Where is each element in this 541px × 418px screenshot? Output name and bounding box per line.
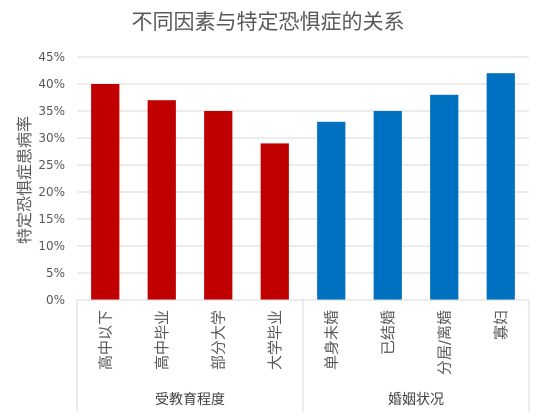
x-tick-label: 寡妇 — [492, 310, 510, 340]
bar — [486, 73, 515, 300]
y-axis-label: 特定恐惧症患病率 — [15, 116, 34, 244]
y-tick-label: 30% — [38, 131, 65, 145]
bar — [147, 100, 176, 300]
x-tick-label: 高中毕业 — [153, 310, 171, 370]
y-tick-label: 5% — [46, 266, 65, 280]
y-tick-labels: 0% 5% 10% 15% 20% 25% 30% 35% 40% 45% — [38, 50, 65, 307]
x-tick-label: 大学毕业 — [266, 310, 284, 370]
y-tick-label: 35% — [38, 104, 65, 118]
gridlines — [77, 56, 529, 274]
x-tick-label: 分居/离婚 — [435, 310, 453, 375]
y-tick-label: 0% — [46, 293, 65, 307]
bar — [317, 121, 346, 300]
group-label: 受教育程度 — [155, 392, 225, 408]
y-tick-label: 15% — [38, 212, 65, 226]
chart-title: 不同因素与特定恐惧症的关系 — [132, 10, 405, 34]
bar — [204, 111, 233, 300]
bar — [373, 111, 402, 300]
y-tick-label: 45% — [38, 50, 65, 64]
bars — [91, 73, 515, 300]
bar — [260, 143, 289, 300]
y-tick-label: 10% — [38, 239, 65, 253]
x-tick-label: 高中以下 — [96, 310, 114, 370]
bar — [430, 94, 459, 300]
group-label: 婚姻状况 — [388, 392, 444, 408]
bar — [91, 84, 120, 300]
x-tick-label: 部分大学 — [209, 310, 227, 370]
x-tick-label: 已结婚 — [379, 310, 397, 355]
y-tick-label: 40% — [38, 77, 65, 91]
y-tick-label: 25% — [38, 158, 65, 172]
y-tick-label: 20% — [38, 185, 65, 199]
x-tick-label: 单身未婚 — [322, 310, 340, 370]
